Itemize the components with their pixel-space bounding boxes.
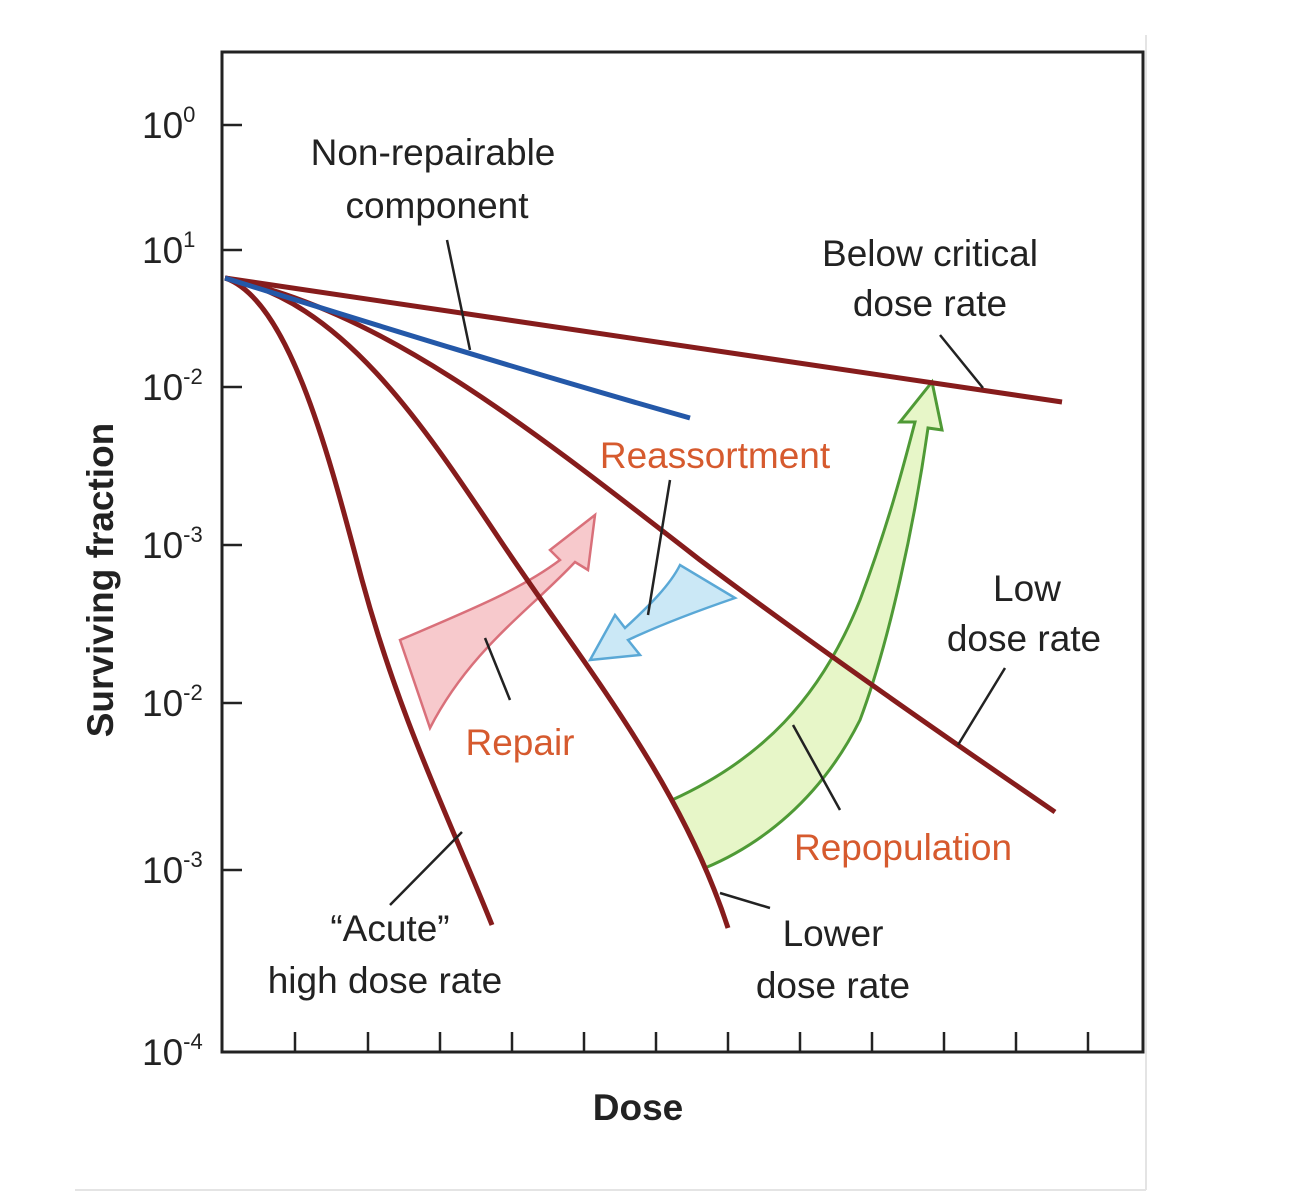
repopulation-arrow	[669, 378, 944, 870]
process-label: Reassortment	[600, 435, 831, 476]
non-repairable-curve	[224, 275, 691, 421]
tick-exponent: -2	[183, 364, 203, 389]
tick-exponent: 0	[183, 102, 195, 127]
y-tick-label: 10-3	[142, 847, 203, 891]
curve-label: Lower	[783, 913, 884, 954]
y-tick-label: 100	[142, 102, 195, 146]
repair-arrow	[398, 512, 597, 732]
acute-curve	[224, 275, 495, 926]
low-dose-rate-curve	[224, 275, 1057, 815]
x-axis-label: Dose	[593, 1087, 683, 1128]
y-tick-label: 101	[142, 227, 195, 271]
curve-label: dose rate	[756, 965, 910, 1006]
tick-base: 10	[142, 850, 183, 891]
curve-label: high dose rate	[268, 960, 503, 1001]
y-tick-label: 10-2	[142, 680, 203, 724]
y-tick-label: 10-3	[142, 522, 203, 566]
tick-base: 10	[142, 230, 183, 271]
tick-exponent: -4	[183, 1029, 203, 1054]
curve-label: Low	[993, 568, 1061, 609]
tick-exponent: -2	[183, 680, 203, 705]
tick-base: 10	[142, 367, 183, 408]
process-label: Repair	[466, 722, 575, 763]
tick-base: 10	[142, 683, 183, 724]
tick-base: 10	[142, 525, 183, 566]
y-axis-label: Surviving fraction	[80, 423, 121, 738]
tick-exponent: -3	[183, 847, 203, 872]
tick-base: 10	[142, 1032, 183, 1073]
y-tick-label: 10-4	[142, 1029, 203, 1073]
process-label: Repopulation	[794, 827, 1012, 868]
curve-label: dose rate	[853, 283, 1007, 324]
below-critical-curve	[224, 275, 1063, 405]
plot-frame	[220, 50, 1145, 1054]
curve-label: component	[345, 185, 529, 226]
tick-exponent: -3	[183, 522, 203, 547]
curve-label: Non-repairable	[311, 132, 556, 173]
tick-exponent: 1	[183, 227, 195, 252]
y-tick-label: 10-2	[142, 364, 203, 408]
lower-dose-rate-curve	[224, 275, 731, 929]
reassortment-arrow	[587, 563, 738, 662]
curve-label: “Acute”	[330, 908, 449, 949]
tick-base: 10	[142, 105, 183, 146]
label-pointers	[389, 239, 1007, 910]
x-ticks	[293, 1032, 1090, 1052]
curve-label: Below critical	[822, 233, 1038, 274]
y-ticks	[222, 123, 242, 872]
curve-label: dose rate	[947, 618, 1101, 659]
